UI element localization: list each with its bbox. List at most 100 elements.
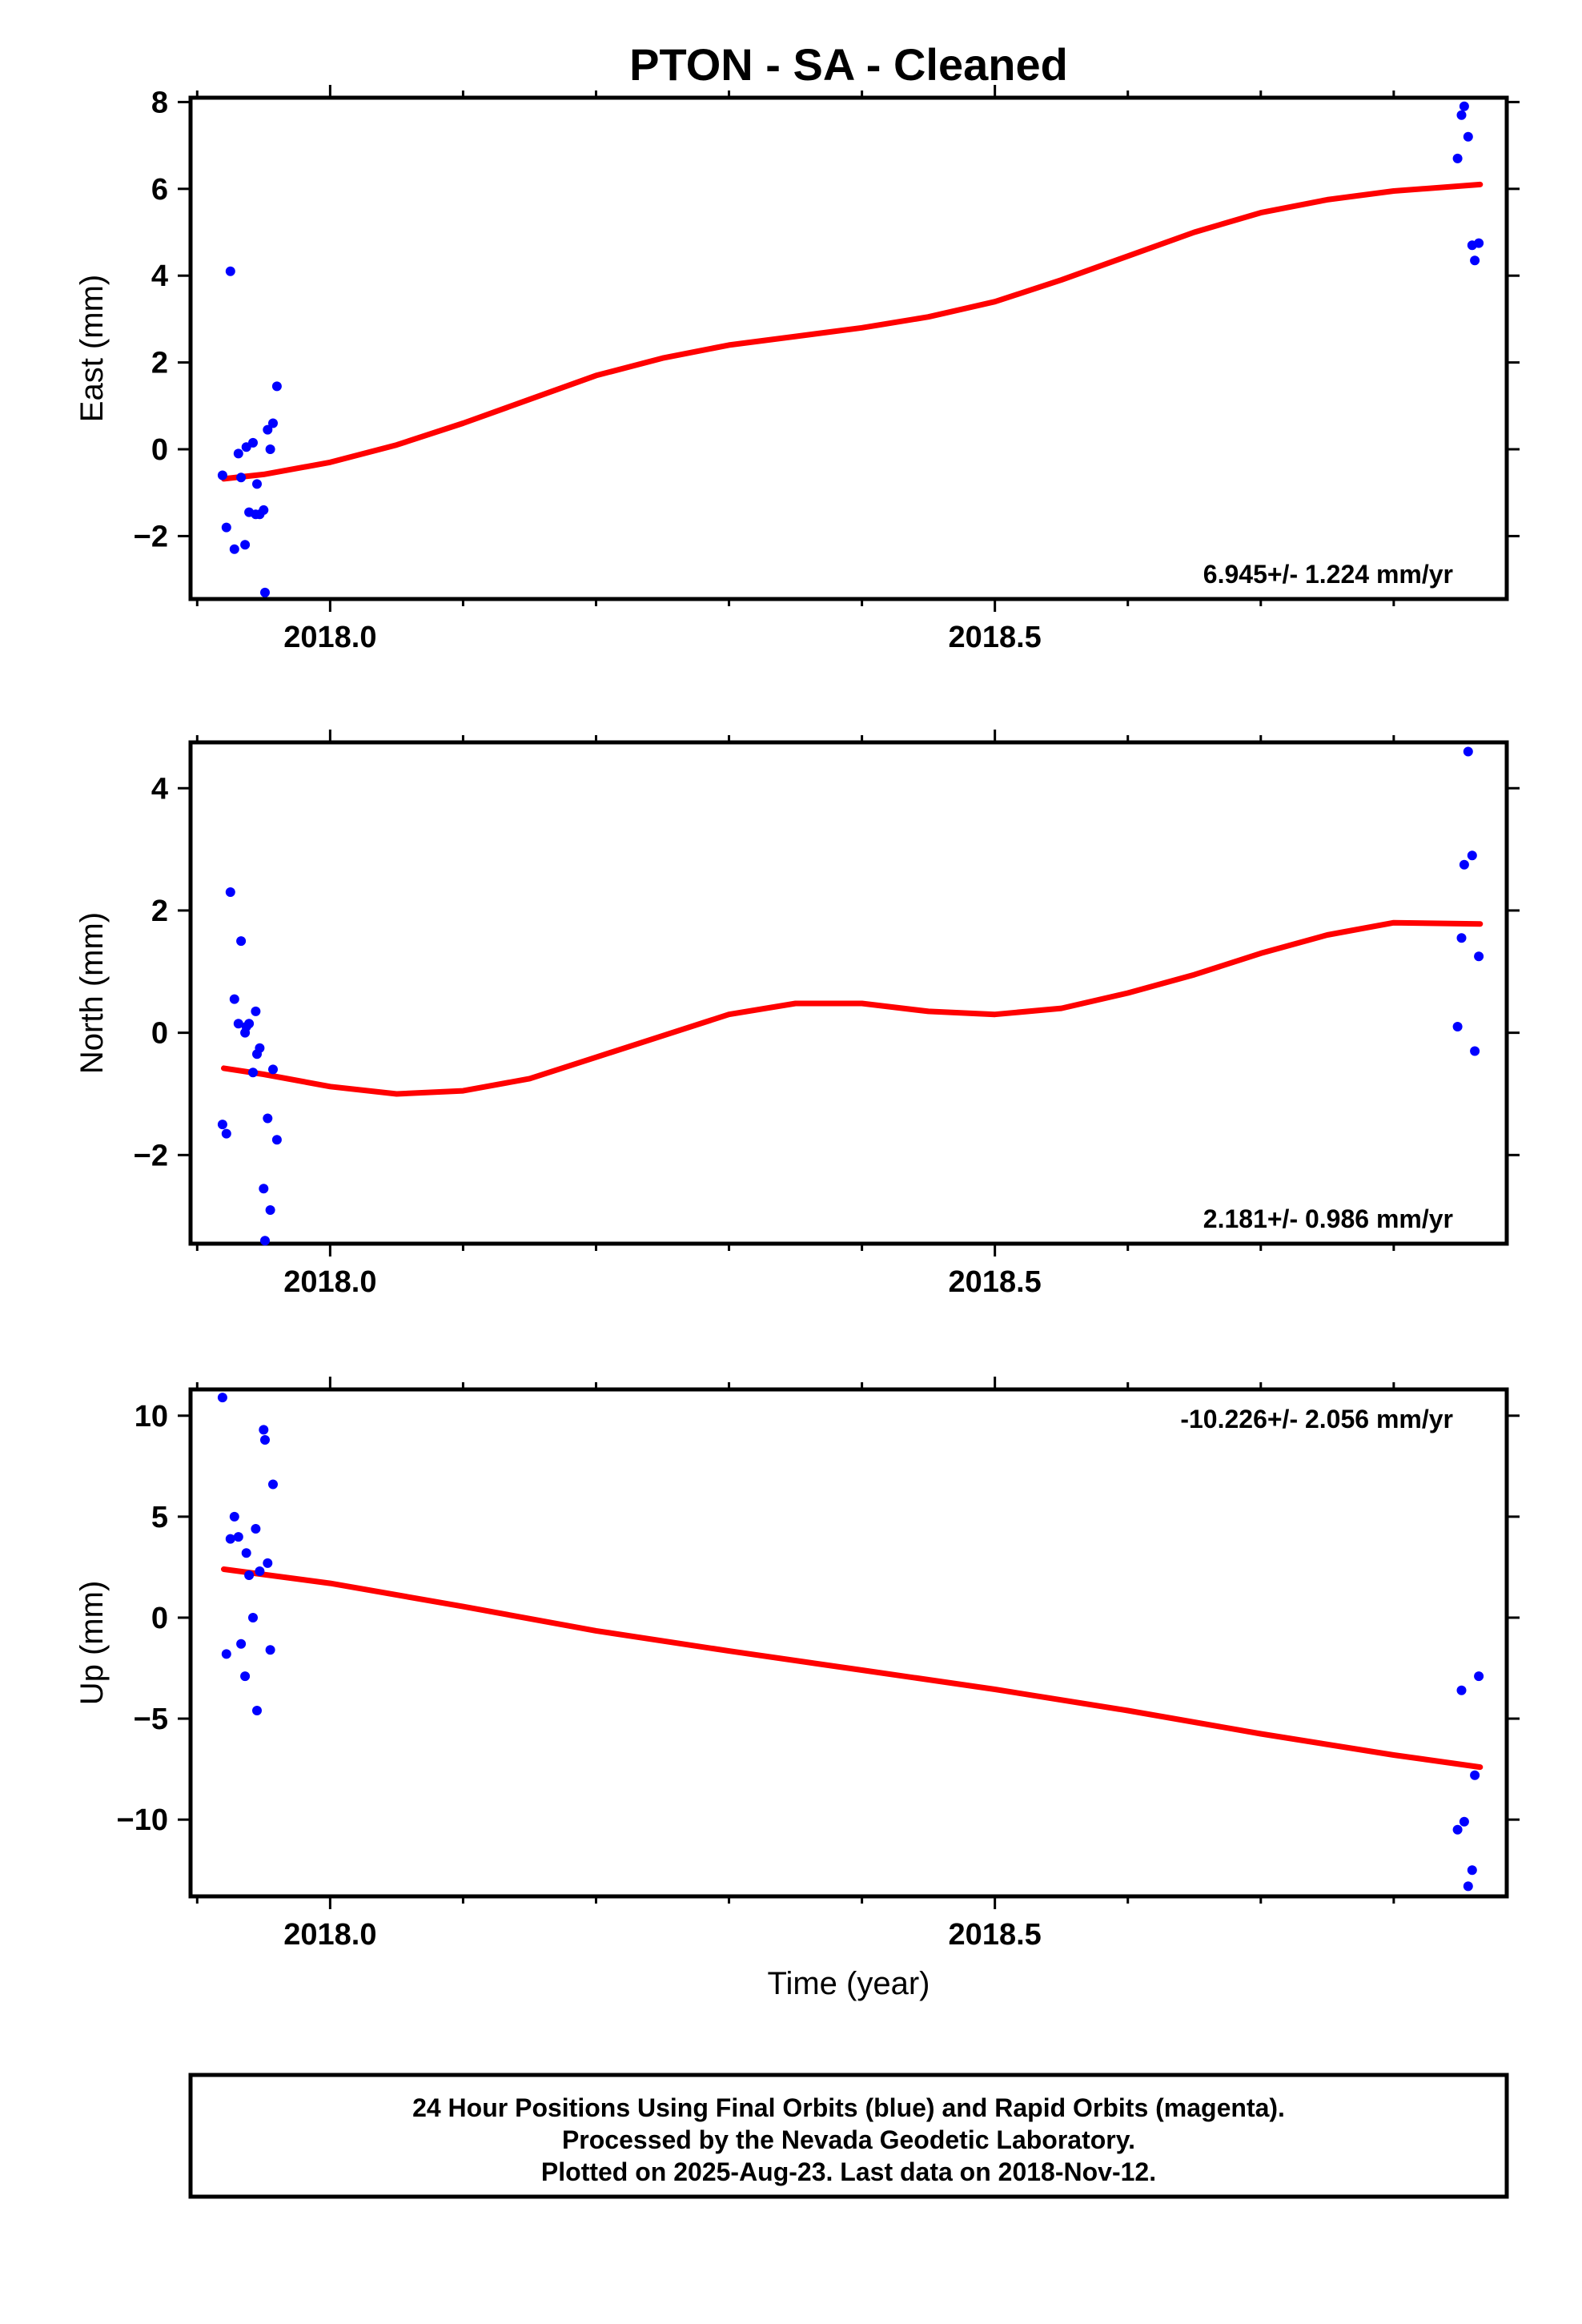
data-point — [252, 1706, 262, 1715]
data-point — [240, 540, 251, 550]
data-point — [271, 381, 282, 392]
data-point — [221, 1128, 231, 1139]
panel-frame — [188, 740, 1509, 1246]
data-point — [251, 1524, 261, 1534]
data-point — [1470, 1046, 1480, 1056]
data-point — [1467, 850, 1477, 861]
data-point — [260, 587, 270, 597]
data-point — [221, 522, 231, 533]
data-point — [248, 1613, 258, 1622]
footer-frame — [188, 2073, 1509, 2199]
panel-2: 2018.0 2018.5 −2 0 2 4 North (mm) 2.181+/- 0.98… — [74, 730, 1520, 1299]
data-point — [221, 1649, 231, 1659]
y-tick-label: 5 — [151, 1501, 168, 1534]
y-tick-label: 8 — [151, 86, 168, 119]
x-tick-label: 2018.0 — [283, 1265, 376, 1299]
data-point — [263, 1558, 273, 1568]
data-point — [268, 1479, 278, 1490]
y-tick-label: 0 — [151, 433, 168, 467]
data-point — [241, 1548, 251, 1558]
data-point — [1456, 1685, 1467, 1695]
data-point — [265, 1205, 275, 1215]
y-tick-label: 4 — [151, 772, 168, 806]
data-point — [259, 1425, 269, 1435]
data-point — [1459, 859, 1469, 870]
y-tick-label: −5 — [134, 1703, 168, 1736]
rate-label: -10.226+/- 2.056 mm/yr — [1180, 1405, 1453, 1433]
footer-line-1: 24 Hour Positions Using Final Orbits (bl… — [412, 2093, 1285, 2122]
panel-1: 2018.0 2018.5 −2 0 2 4 6 8 East (mm) 6.945+/- 1.2… — [74, 85, 1520, 654]
data-point — [1456, 933, 1467, 943]
data-point — [1456, 110, 1467, 120]
data-point — [260, 1435, 270, 1445]
data-point — [240, 1671, 251, 1682]
data-point — [236, 936, 247, 947]
data-point — [229, 994, 239, 1004]
data-point — [248, 437, 258, 448]
data-point — [244, 1570, 255, 1580]
y-tick-label: −2 — [134, 1139, 168, 1172]
y-tick-label: 2 — [151, 347, 168, 380]
y-tick-label: 0 — [151, 1602, 168, 1635]
data-point — [271, 1135, 282, 1145]
y-tick-label: −2 — [134, 520, 168, 553]
data-point — [229, 544, 239, 554]
data-point — [233, 1532, 243, 1542]
data-point — [1463, 131, 1473, 142]
y-tick-label: 2 — [151, 895, 168, 928]
data-point — [260, 1236, 270, 1246]
rate-label: 6.945+/- 1.224 mm/yr — [1203, 560, 1453, 589]
footer-box: 24 Hour Positions Using Final Orbits (bl… — [188, 2073, 1509, 2199]
footer-line-2: Processed by the Nevada Geodetic Laborat… — [562, 2125, 1135, 2154]
data-point — [225, 887, 235, 897]
data-point — [1474, 238, 1484, 248]
data-point — [1459, 1816, 1469, 1827]
data-point — [217, 470, 227, 480]
x-axis-label: Time (year) — [768, 1966, 930, 2001]
data-point — [233, 448, 243, 459]
data-point — [1474, 951, 1484, 962]
x-tick-label: 2018.5 — [949, 1918, 1042, 1952]
data-point — [265, 1645, 275, 1655]
footer-line-3: Plotted on 2025-Aug-23. Last data on 201… — [541, 2157, 1156, 2186]
data-point — [1463, 1881, 1473, 1892]
y-axis-label: Up (mm) — [74, 1581, 110, 1706]
rate-label: 2.181+/- 0.986 mm/yr — [1203, 1204, 1453, 1233]
y-tick-label: 6 — [151, 173, 168, 207]
y-axis-label: East (mm) — [74, 275, 110, 422]
panels: 2018.0 2018.5 −2 0 2 4 6 8 East (mm) 6.945+/- 1.2… — [74, 85, 1520, 1952]
data-point — [252, 479, 262, 489]
x-tick-label: 2018.5 — [949, 621, 1042, 654]
data-point — [268, 1064, 278, 1075]
data-point — [265, 444, 275, 454]
y-tick-label: −10 — [117, 1803, 168, 1837]
data-point — [1452, 153, 1463, 163]
data-point — [244, 1019, 255, 1029]
data-point — [233, 1019, 243, 1029]
data-point — [255, 1043, 265, 1053]
data-point — [255, 1566, 265, 1576]
x-tick-label: 2018.5 — [949, 1265, 1042, 1299]
panel-frame — [188, 95, 1509, 601]
data-point — [225, 266, 235, 276]
data-point — [251, 1006, 261, 1016]
data-point — [248, 1068, 258, 1078]
data-point — [229, 1511, 239, 1522]
data-point — [236, 1638, 247, 1649]
data-point — [1463, 746, 1473, 757]
data-point — [217, 1393, 227, 1403]
data-point — [263, 1113, 273, 1124]
data-point — [1459, 101, 1469, 111]
y-tick-label: 0 — [151, 1017, 168, 1051]
fit-line — [221, 1566, 1484, 1771]
data-point — [1474, 1671, 1484, 1682]
data-point — [225, 1534, 235, 1544]
data-point — [1467, 1865, 1477, 1876]
data-point — [1452, 1022, 1463, 1031]
y-tick-label: 4 — [151, 259, 168, 293]
data-point — [1470, 255, 1480, 266]
data-point — [1470, 1770, 1480, 1780]
fit-line — [221, 181, 1484, 482]
data-point — [236, 472, 247, 483]
